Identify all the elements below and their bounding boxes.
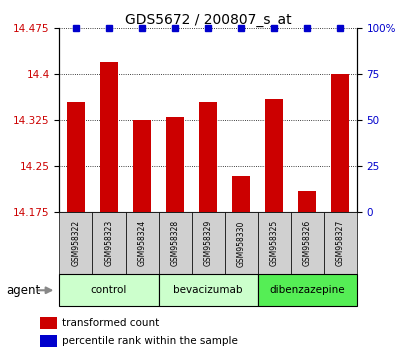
Text: GSM958323: GSM958323 xyxy=(104,220,113,267)
Text: dibenzazepine: dibenzazepine xyxy=(269,285,344,295)
Text: GSM958327: GSM958327 xyxy=(335,220,344,267)
Text: GSM958324: GSM958324 xyxy=(137,220,146,267)
Bar xyxy=(158,212,191,274)
Text: transformed count: transformed count xyxy=(62,318,159,328)
Text: GSM958329: GSM958329 xyxy=(203,220,212,267)
Bar xyxy=(100,62,118,212)
Bar xyxy=(92,212,125,274)
Text: agent: agent xyxy=(6,284,40,297)
Text: bevacizumab: bevacizumab xyxy=(173,285,242,295)
Bar xyxy=(67,102,85,212)
Text: GSM958325: GSM958325 xyxy=(269,220,278,267)
Title: GDS5672 / 200807_s_at: GDS5672 / 200807_s_at xyxy=(124,13,291,27)
Bar xyxy=(330,74,348,212)
Bar xyxy=(257,274,356,306)
Bar xyxy=(158,274,257,306)
Bar xyxy=(59,212,92,274)
Bar xyxy=(40,335,56,347)
Bar xyxy=(125,212,158,274)
Bar xyxy=(59,274,158,306)
Bar xyxy=(133,120,151,212)
Text: GSM958330: GSM958330 xyxy=(236,220,245,267)
Text: GSM958322: GSM958322 xyxy=(71,220,80,267)
Text: control: control xyxy=(90,285,127,295)
Bar xyxy=(191,212,224,274)
Bar xyxy=(290,212,323,274)
Bar xyxy=(264,99,283,212)
Bar xyxy=(40,317,56,329)
Bar xyxy=(224,212,257,274)
Text: GSM958328: GSM958328 xyxy=(170,220,179,267)
Bar xyxy=(231,176,249,212)
Bar xyxy=(323,212,356,274)
Bar xyxy=(166,117,184,212)
Text: percentile rank within the sample: percentile rank within the sample xyxy=(62,336,238,346)
Bar xyxy=(198,102,217,212)
Bar xyxy=(257,212,290,274)
Bar xyxy=(297,191,315,212)
Text: GSM958326: GSM958326 xyxy=(302,220,311,267)
